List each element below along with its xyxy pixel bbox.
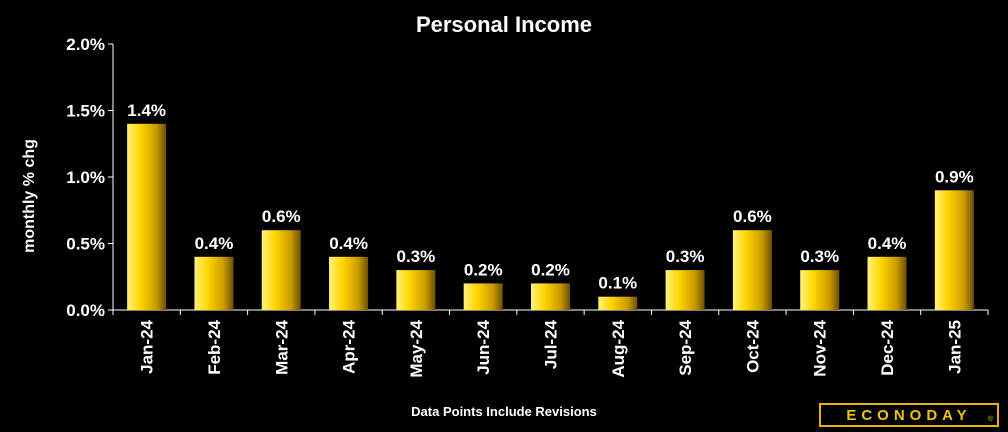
- data-label: 0.6%: [733, 207, 772, 226]
- logo-registered-mark: ®: [987, 416, 993, 423]
- data-label: 0.2%: [464, 260, 503, 279]
- chart-title: Personal Income: [415, 12, 593, 37]
- data-label: 1.4%: [127, 101, 166, 120]
- footnote: Data Points Include Revisions: [411, 404, 597, 419]
- data-label: 0.9%: [935, 167, 974, 186]
- bar: [800, 270, 840, 310]
- y-tick-label: 0.5%: [66, 235, 105, 254]
- data-label: 0.1%: [598, 274, 637, 293]
- x-tick-label: Dec-24: [878, 319, 897, 375]
- x-tick-label: Jan-25: [945, 320, 964, 374]
- y-tick-label: 1.0%: [66, 168, 105, 187]
- bar: [329, 256, 369, 310]
- data-label: 0.4%: [329, 234, 368, 253]
- x-tick-label: May-24: [407, 319, 426, 377]
- bar: [261, 230, 301, 310]
- logo-text: ECONODAY: [846, 406, 972, 424]
- data-label: 0.6%: [262, 207, 301, 226]
- x-tick-label: Apr-24: [340, 319, 359, 373]
- data-label: 0.4%: [868, 234, 907, 253]
- bar: [194, 256, 234, 310]
- bar-chart: 1.4% Jan-24 0.4% Feb-24 0.6% Mar-24 0.4% Apr-24…: [66, 35, 989, 378]
- bar: [867, 256, 907, 310]
- data-label: 0.3%: [800, 247, 839, 266]
- x-tick-label: Aug-24: [609, 319, 628, 377]
- data-label: 0.3%: [397, 247, 436, 266]
- x-tick-label: Oct-24: [743, 319, 762, 372]
- econoday-logo: ECONODAY ®: [819, 403, 999, 427]
- y-tick-label: 0.0%: [66, 301, 105, 320]
- y-tick-label: 2.0%: [66, 35, 105, 54]
- y-tick-label: 1.5%: [66, 102, 105, 121]
- bar: [396, 270, 436, 310]
- data-label: 0.3%: [666, 247, 705, 266]
- bar: [463, 283, 503, 310]
- bar: [665, 270, 705, 310]
- x-tick-label: Mar-24: [272, 319, 291, 374]
- bar: [732, 230, 772, 310]
- bar: [934, 190, 974, 310]
- data-label: 0.2%: [531, 260, 570, 279]
- bar: [127, 123, 167, 310]
- x-tick-label: Nov-24: [811, 319, 830, 376]
- x-tick-label: Sep-24: [676, 319, 695, 375]
- data-label: 0.4%: [195, 234, 234, 253]
- bar: [530, 283, 571, 310]
- x-tick-label: Jan-24: [138, 319, 157, 373]
- bar: [598, 296, 638, 310]
- x-tick-label: Jul-24: [542, 319, 561, 369]
- x-tick-label: Feb-24: [205, 319, 224, 374]
- x-tick-label: Jun-24: [474, 319, 493, 374]
